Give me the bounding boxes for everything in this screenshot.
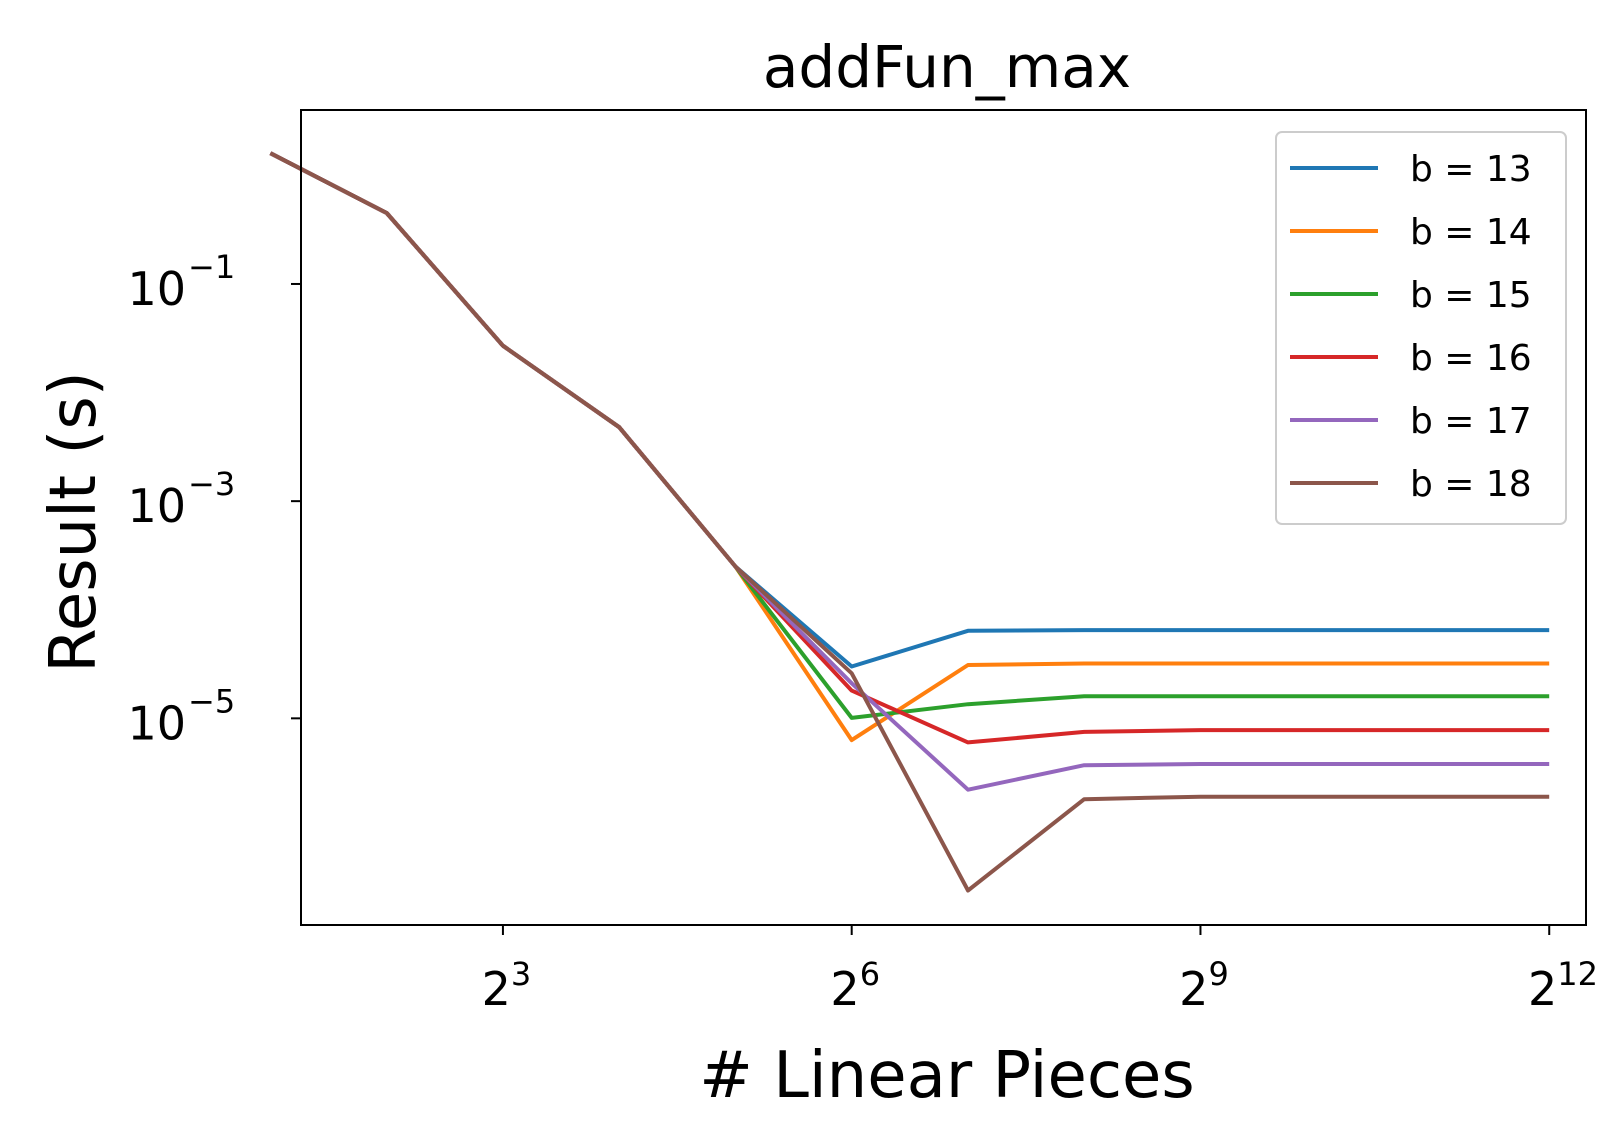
legend-label-6: b = 18 bbox=[1410, 464, 1532, 505]
legend-label-5: b = 17 bbox=[1410, 401, 1532, 442]
chart-title: addFun_max bbox=[763, 33, 1131, 101]
x-tick-label-2: 2 bbox=[830, 962, 859, 1016]
legend-label-2: b = 14 bbox=[1410, 212, 1532, 253]
x-tick-exponent-1: 3 bbox=[511, 955, 531, 993]
x-tick-label-1: 2 bbox=[482, 962, 511, 1016]
x-tick-exponent-2: 6 bbox=[860, 955, 880, 993]
legend-label-3: b = 15 bbox=[1410, 275, 1532, 316]
y-tick-exponent-3: −5 bbox=[188, 682, 235, 720]
legend-label-1: b = 13 bbox=[1410, 149, 1532, 190]
y-tick-label-1: 10 bbox=[127, 262, 186, 316]
y-tick-exponent-1: −1 bbox=[188, 248, 235, 286]
x-tick-exponent-4: 12 bbox=[1557, 955, 1598, 993]
x-tick-exponent-3: 9 bbox=[1208, 955, 1228, 993]
legend: b = 13 b = 14 b = 15 b = 16 b = 17 b = 18 bbox=[1275, 131, 1567, 525]
y-tick-exponent-2: −3 bbox=[188, 465, 235, 503]
x-tick-label-4: 2 bbox=[1528, 962, 1557, 1016]
y-axis-label: Result (s) bbox=[37, 371, 111, 672]
y-tick-label-2: 10 bbox=[127, 479, 186, 533]
x-axis-label: # Linear Pieces bbox=[699, 1039, 1194, 1113]
series-line-6 bbox=[269, 151, 1550, 893]
y-tick-label-3: 10 bbox=[127, 696, 186, 750]
axes-frame bbox=[300, 109, 1587, 926]
x-tick-label-3: 2 bbox=[1179, 962, 1208, 1016]
legend-label-4: b = 16 bbox=[1410, 338, 1532, 379]
